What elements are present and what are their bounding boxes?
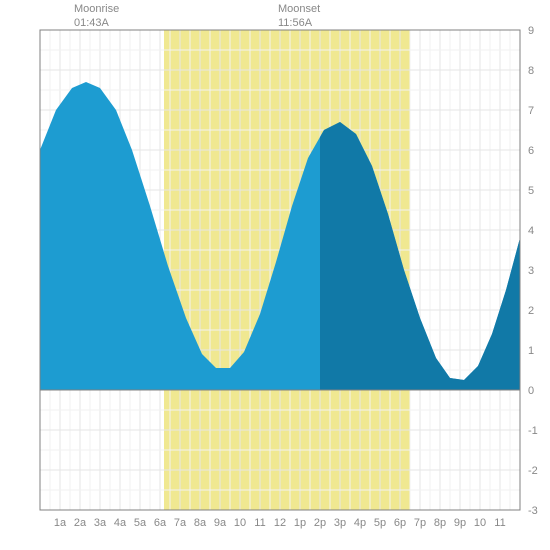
chart-svg: -3-2-101234567891a2a3a4a5a6a7a8a9a101112… [0, 0, 550, 550]
svg-text:1: 1 [528, 345, 534, 357]
moonrise-label: Moonrise 01:43A [74, 2, 119, 31]
svg-text:8p: 8p [434, 517, 446, 529]
svg-text:4: 4 [528, 225, 534, 237]
svg-text:11: 11 [494, 517, 505, 529]
svg-text:7p: 7p [414, 517, 426, 529]
moonset-title: Moonset [278, 3, 320, 15]
svg-text:4p: 4p [354, 517, 366, 529]
moonset-time: 11:56A [278, 17, 312, 29]
svg-text:3p: 3p [334, 517, 346, 529]
svg-text:10: 10 [234, 517, 246, 529]
svg-text:12: 12 [274, 517, 286, 529]
svg-text:-2: -2 [528, 465, 538, 477]
svg-text:6: 6 [528, 145, 534, 157]
svg-text:5a: 5a [134, 517, 147, 529]
svg-text:11: 11 [254, 517, 265, 529]
svg-text:1p: 1p [294, 517, 306, 529]
svg-text:-1: -1 [528, 425, 538, 437]
svg-text:7: 7 [528, 105, 534, 117]
svg-text:2a: 2a [74, 517, 87, 529]
svg-text:9p: 9p [454, 517, 466, 529]
svg-text:2: 2 [528, 305, 534, 317]
svg-text:5: 5 [528, 185, 534, 197]
svg-text:5p: 5p [374, 517, 386, 529]
svg-text:4a: 4a [114, 517, 127, 529]
svg-text:3a: 3a [94, 517, 107, 529]
svg-text:2p: 2p [314, 517, 326, 529]
svg-text:8: 8 [528, 65, 534, 77]
svg-text:10: 10 [474, 517, 486, 529]
svg-text:6p: 6p [394, 517, 406, 529]
svg-text:6a: 6a [154, 517, 167, 529]
svg-text:-3: -3 [528, 505, 538, 517]
svg-text:7a: 7a [174, 517, 187, 529]
moonset-label: Moonset 11:56A [278, 2, 320, 31]
svg-text:1a: 1a [54, 517, 67, 529]
svg-text:9a: 9a [214, 517, 227, 529]
svg-text:8a: 8a [194, 517, 207, 529]
moonrise-time: 01:43A [74, 17, 109, 29]
svg-text:3: 3 [528, 265, 534, 277]
tide-chart: -3-2-101234567891a2a3a4a5a6a7a8a9a101112… [0, 0, 550, 550]
svg-text:9: 9 [528, 25, 534, 37]
svg-text:0: 0 [528, 385, 534, 397]
moonrise-title: Moonrise [74, 3, 119, 15]
